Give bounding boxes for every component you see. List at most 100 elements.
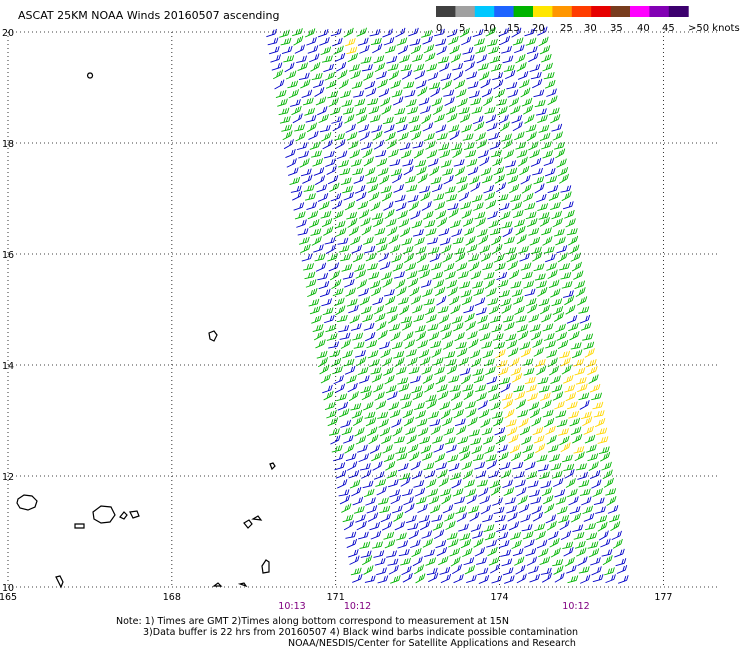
wind-barb: [345, 123, 356, 133]
wind-barb: [374, 391, 385, 401]
wind-barb: [542, 323, 554, 332]
wind-barb: [293, 35, 304, 46]
wind-barb: [472, 280, 483, 289]
wind-barb: [488, 305, 500, 315]
wind-barb: [536, 454, 548, 462]
wind-barb: [275, 89, 287, 98]
wind-barb: [570, 252, 581, 262]
wind-barb: [357, 366, 369, 375]
wind-barb: [503, 399, 514, 409]
wind-barb: [353, 90, 364, 98]
wind-barb: [497, 193, 509, 202]
wind-barb: [543, 157, 555, 166]
wind-barb: [382, 277, 393, 288]
wind-barb: [582, 505, 594, 515]
wind-barb: [379, 261, 391, 270]
wind-barb: [490, 63, 502, 72]
wind-barb: [440, 409, 451, 420]
wind-barb: [365, 497, 376, 506]
wind-barb: [372, 460, 383, 471]
wind-barb: [401, 237, 413, 246]
wind-barb: [354, 98, 366, 107]
wind-barb: [401, 321, 413, 331]
wind-barb: [416, 79, 427, 89]
wind-barb: [456, 262, 468, 271]
wind-barb: [522, 358, 534, 366]
wind-barb: [332, 121, 343, 132]
wind-barb: [347, 217, 358, 228]
wind-barb: [514, 556, 525, 566]
wind-barb: [418, 97, 430, 106]
wind-barb: [356, 27, 367, 37]
legend-label: 15: [507, 23, 520, 34]
wind-barb: [345, 38, 356, 47]
wind-barb: [478, 149, 489, 159]
wind-barb: [387, 479, 399, 488]
wind-barb: [538, 211, 550, 220]
wind-barb: [471, 106, 483, 114]
wind-barb: [343, 191, 354, 201]
wind-barb: [529, 408, 541, 419]
wind-barb: [494, 174, 505, 184]
wind-barb: [401, 69, 412, 80]
wind-barb: [380, 97, 391, 107]
wind-barb: [590, 557, 601, 566]
wind-barb: [311, 150, 322, 158]
wind-barb: [373, 471, 385, 480]
wind-barb: [383, 453, 395, 463]
wind-barb: [317, 106, 328, 116]
wind-barb: [536, 539, 548, 549]
wind-barb: [351, 244, 363, 254]
wind-barb: [384, 209, 395, 219]
wind-barb: [364, 332, 376, 342]
wind-barb: [472, 453, 484, 461]
wind-barb: [520, 262, 532, 271]
wind-barb: [541, 53, 552, 63]
legend-swatch: [455, 6, 476, 17]
wind-barb: [378, 88, 390, 98]
wind-barb: [524, 202, 536, 211]
wind-barb: [469, 349, 481, 359]
wind-barb: [325, 80, 337, 89]
wind-barb: [313, 79, 324, 88]
wind-barb: [361, 225, 372, 236]
wind-barb: [305, 279, 317, 288]
wind-barb: [432, 357, 444, 366]
wind-barb: [339, 332, 351, 340]
wind-barb: [438, 556, 449, 566]
wind-barb: [465, 236, 476, 246]
wind-barb: [403, 81, 415, 89]
wind-barb: [361, 64, 373, 72]
wind-barb: [439, 566, 451, 575]
wind-barb: [526, 218, 538, 227]
wind-barb: [386, 139, 397, 150]
legend-label: >50 knots: [688, 23, 740, 34]
wind-barb: [332, 37, 343, 47]
wind-barb: [494, 341, 505, 349]
wind-barb: [405, 426, 416, 436]
wind-barb: [359, 375, 370, 384]
wind-barb: [483, 271, 495, 280]
wind-barb: [306, 122, 317, 133]
wind-barb: [487, 297, 499, 306]
wind-barb: [498, 202, 510, 211]
wind-barb: [381, 357, 393, 367]
wind-barb: [413, 148, 424, 159]
wind-barb: [555, 496, 567, 505]
wind-barb: [356, 356, 367, 367]
wind-barb: [373, 55, 385, 64]
wind-barb: [465, 401, 476, 409]
wind-barb: [454, 418, 466, 427]
wind-barb: [395, 446, 407, 454]
wind-barb: [452, 401, 463, 411]
wind-barb: [541, 313, 552, 323]
wind-barb: [475, 470, 487, 479]
wind-barb: [566, 228, 578, 236]
wind-barb: [526, 471, 538, 480]
island-outline: [86, 72, 94, 79]
wind-barb: [440, 323, 451, 332]
wind-barb: [427, 72, 439, 81]
wind-barb: [476, 392, 487, 402]
wind-barb: [329, 349, 341, 358]
